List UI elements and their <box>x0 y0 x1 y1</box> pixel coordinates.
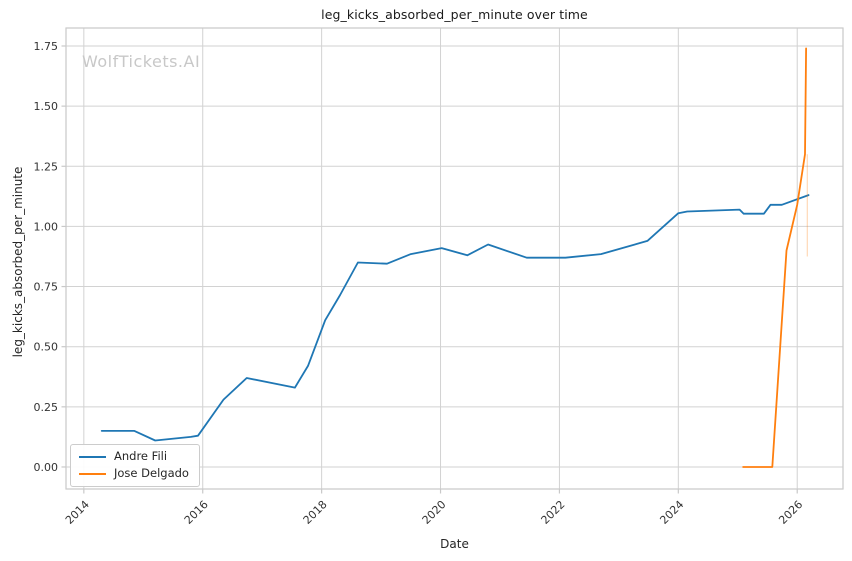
watermark-text: WolfTickets.AI <box>82 52 201 71</box>
plot-border <box>65 27 844 490</box>
y-axis-label: leg_kicks_absorbed_per_minute <box>11 166 25 358</box>
x-tick-label: 2018 <box>301 498 330 527</box>
x-tick-label: 2024 <box>657 498 686 527</box>
x-tick-label: 2026 <box>776 498 805 527</box>
x-tick-label: 2020 <box>420 498 449 527</box>
legend-item-andre-fili: Andre Fili <box>79 450 189 463</box>
x-tick-label: 2022 <box>539 498 568 527</box>
y-tick-label: 0.50 <box>34 341 59 354</box>
series-line-jose-delgado <box>742 47 807 468</box>
y-tick-label: 1.25 <box>34 160 59 173</box>
y-tick-label: 0.25 <box>34 401 59 414</box>
series-line-andre-fili <box>100 194 810 442</box>
legend-label: Andre Fili <box>114 449 168 463</box>
x-tick-label: 2014 <box>63 498 92 527</box>
y-tick-label: 0.00 <box>34 461 59 474</box>
x-axis-label: Date <box>440 537 469 551</box>
plot-background <box>66 28 843 489</box>
y-tick-label: 1.00 <box>34 220 59 233</box>
legend: Andre Fili Jose Delgado <box>70 444 200 487</box>
legend-line-swatch-orange <box>79 472 106 475</box>
y-tick-label: 0.75 <box>34 281 59 294</box>
chart-title: leg_kicks_absorbed_per_minute over time <box>321 7 588 22</box>
legend-line-swatch-blue <box>79 455 106 458</box>
y-tick-label: 1.75 <box>34 40 59 53</box>
legend-item-jose-delgado: Jose Delgado <box>79 467 189 480</box>
legend-label: Jose Delgado <box>114 466 189 480</box>
y-tick-label: 1.50 <box>34 100 59 113</box>
x-tick-label: 2016 <box>182 498 211 527</box>
